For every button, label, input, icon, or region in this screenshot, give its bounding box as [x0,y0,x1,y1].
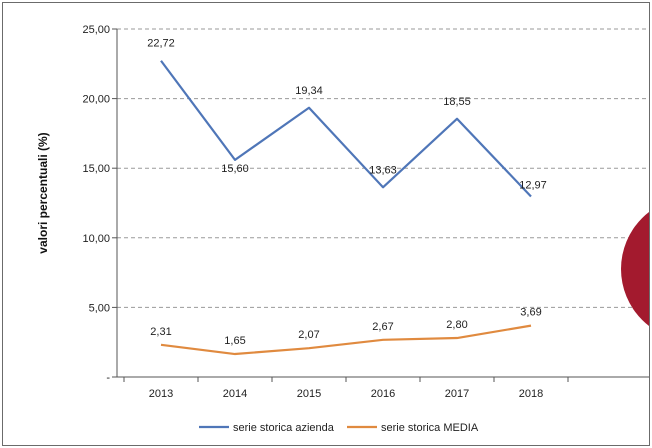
series-lines [160,60,532,356]
legend-label: serie storica azienda [233,422,335,434]
grid-lines [117,28,649,308]
x-tick-label: 2016 [371,388,395,400]
data-label: 2,07 [298,329,319,341]
x-tick-label: 2014 [223,388,247,400]
y-tick-label: 20,00 [82,94,110,106]
y-axis-label: valori percentuali (%) [36,132,50,253]
data-labels: 22,72 15,60 19,34 13,63 18,55 12,97 2,31 1,65 2,… [147,38,547,347]
red-badge [621,212,649,326]
data-label: 1,65 [224,335,245,347]
x-tick-label: 2018 [519,388,543,400]
data-label: 12,97 [519,179,547,191]
x-tick-label: 2017 [445,388,469,400]
data-label: 18,55 [443,96,471,108]
data-label: 2,67 [372,321,393,333]
y-tick-label: 15,00 [82,163,110,175]
y-tick-label: 5,00 [89,302,110,314]
axes: - 5,00 10,00 15,00 20,00 25,00 2013 2014 2015 201… [82,24,649,400]
x-tick-label: 2015 [297,388,321,400]
series-line-2 [160,324,532,356]
legend: serie storica azienda serie storica MEDIA [199,422,479,434]
legend-label: serie storica MEDIA [381,422,479,434]
data-label: 2,80 [446,319,467,331]
series-line-1 [160,60,532,198]
y-tick-label: 25,00 [82,24,110,36]
x-tick-label: 2013 [149,388,173,400]
y-tick-label: 10,00 [82,233,110,245]
data-label: 22,72 [147,38,175,50]
line-chart: - 5,00 10,00 15,00 20,00 25,00 2013 2014 2015 201… [36,24,649,434]
data-label: 15,60 [221,163,249,175]
data-label: 13,63 [369,164,397,176]
y-tick-label: - [106,372,110,384]
data-label: 3,69 [520,307,541,319]
data-label: 19,34 [295,85,323,97]
data-label: 2,31 [150,326,171,338]
